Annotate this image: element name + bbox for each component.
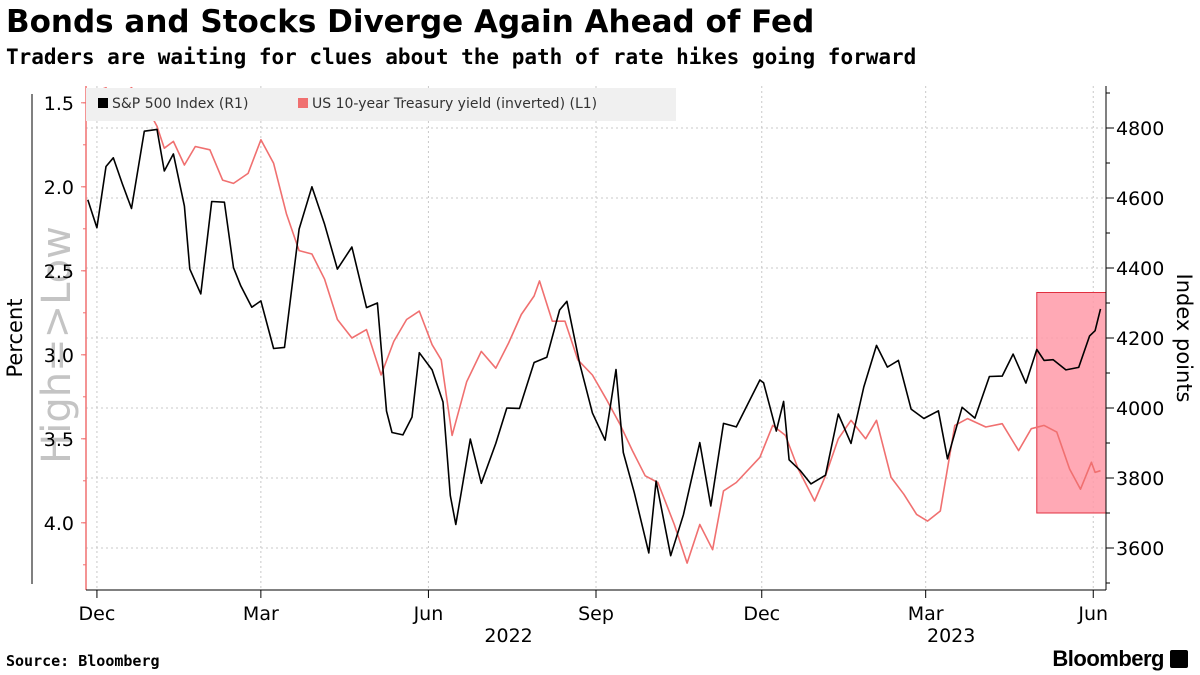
right-tick-label: 4600 — [1116, 188, 1164, 210]
x-tick-label: Dec — [743, 603, 780, 625]
x-tick-label: Jun — [1077, 603, 1108, 625]
axes: 3600 3800 4000 4200 4400 4600 4800 1.5 2.0 2.5 3.0… — [31, 86, 1164, 647]
x-year-label: 2022 — [484, 625, 532, 647]
x-year-label: 2023 — [927, 625, 975, 647]
x-tick-label: Mar — [243, 603, 279, 625]
chart-subtitle: Traders are waiting for clues about the … — [6, 45, 917, 69]
legend-background — [86, 88, 676, 121]
axis-watermark: High=>Low — [34, 226, 80, 464]
right-tick-label: 4000 — [1116, 398, 1164, 420]
grid — [86, 86, 1106, 590]
right-axis-label: Index points — [1172, 274, 1196, 403]
brand-logo: Bloomberg — [1052, 646, 1164, 671]
right-tick-label: 4400 — [1116, 258, 1164, 280]
left-tick-label: 2.0 — [44, 177, 74, 199]
x-tick-label: Dec — [79, 603, 116, 625]
series — [87, 86, 1102, 564]
left-tick-label: 2.5 — [44, 261, 74, 283]
x-tick-label: Sep — [578, 603, 614, 625]
left-tick-label: 1.5 — [44, 93, 74, 115]
left-tick-label: 3.5 — [44, 429, 74, 451]
legend-swatch-yield — [298, 98, 308, 108]
series-line-yield — [87, 86, 1101, 564]
legend: S&P 500 Index (R1) US 10-year Treasury y… — [86, 88, 676, 121]
highlight-box — [1036, 292, 1107, 514]
left-tick-label: 3.0 — [44, 345, 74, 367]
legend-label-yield: US 10-year Treasury yield (inverted) (L1… — [312, 96, 597, 112]
chart-title: Bonds and Stocks Diverge Again Ahead of … — [6, 4, 815, 40]
x-tick-label: Jun — [413, 603, 444, 625]
brand-mark-icon — [1170, 650, 1188, 668]
right-tick-label: 4200 — [1116, 328, 1164, 350]
highlight-region — [1036, 292, 1107, 514]
series-line-sp500 — [87, 128, 1102, 557]
legend-label-sp500: S&P 500 Index (R1) — [112, 96, 248, 112]
left-tick-label: 4.0 — [44, 513, 74, 535]
x-tick-label: Mar — [908, 603, 944, 625]
right-tick-label: 4800 — [1116, 118, 1164, 140]
legend-swatch-sp500 — [98, 98, 108, 108]
right-tick-label: 3800 — [1116, 468, 1164, 490]
source-note: Source: Bloomberg — [6, 652, 160, 670]
right-tick-label: 3600 — [1116, 538, 1164, 560]
left-axis-label: Percent — [3, 298, 27, 377]
